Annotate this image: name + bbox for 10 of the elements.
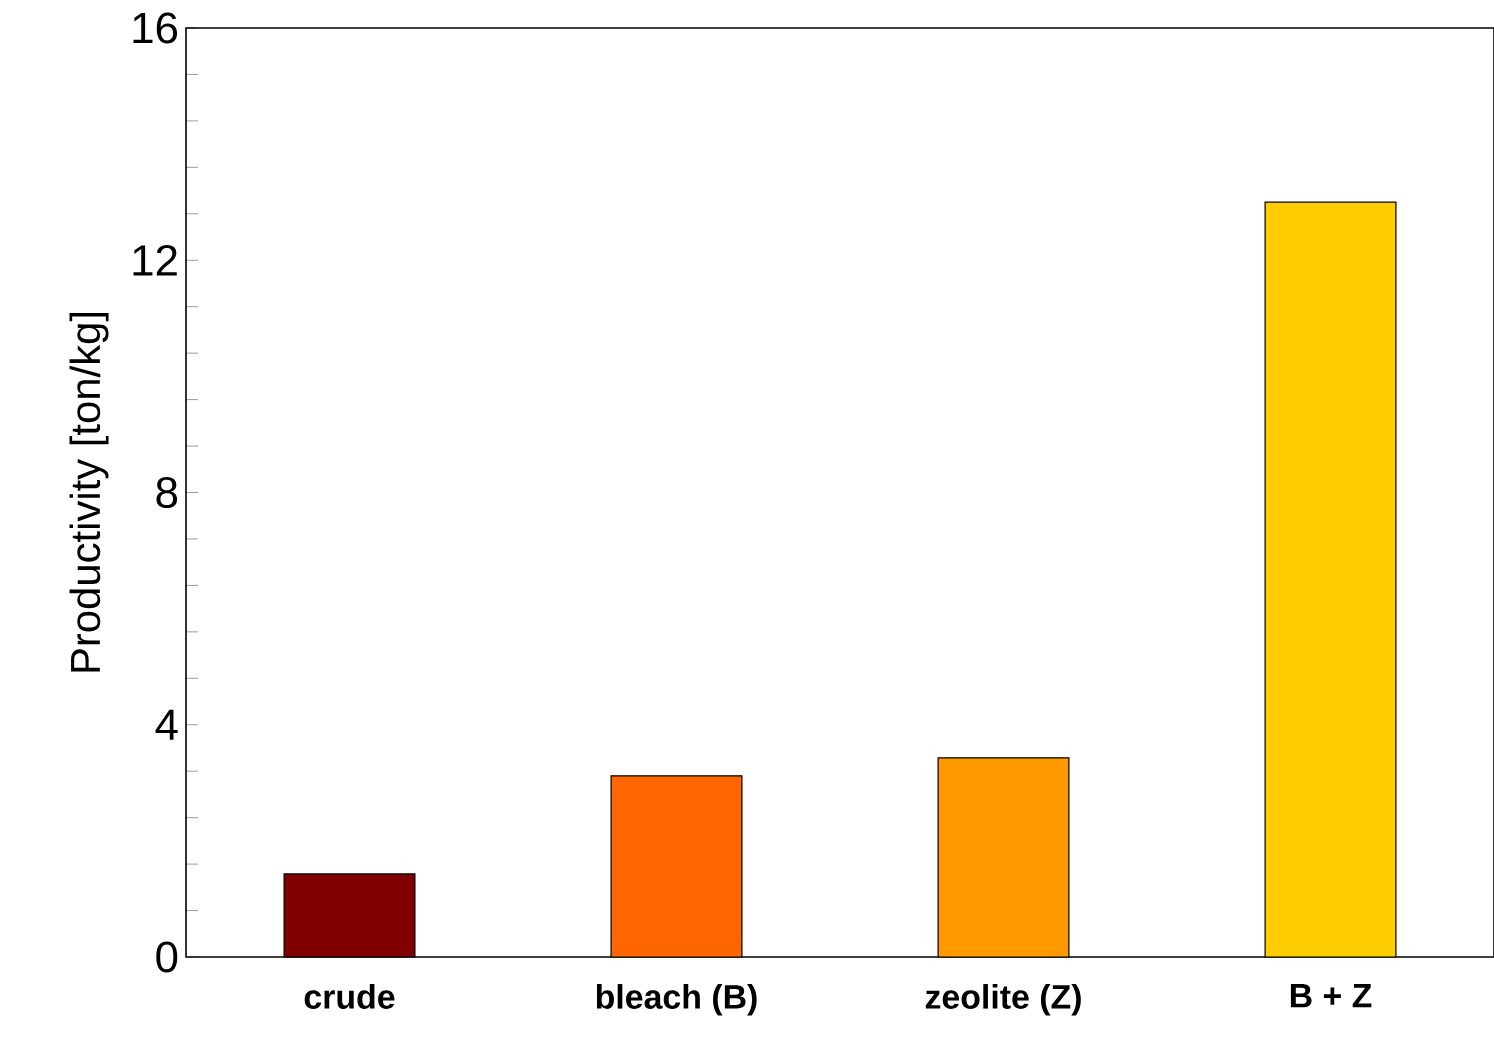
y-tick-label: 4	[155, 709, 178, 740]
x-tick-label: crude	[304, 984, 395, 1009]
y-axis-title: Productivity [ton/kg]	[69, 312, 109, 672]
y-tick-label: 0	[156, 941, 178, 973]
x-tick-label: B + Z	[1290, 984, 1372, 1008]
x-tick-label: zeolite (Z)	[925, 984, 1081, 1016]
x-tick-label: bleach (B)	[596, 984, 757, 1016]
y-tick-label: 12	[133, 244, 177, 276]
y-tick-label: 8	[156, 476, 178, 509]
y-tick-label: 16	[133, 12, 178, 44]
